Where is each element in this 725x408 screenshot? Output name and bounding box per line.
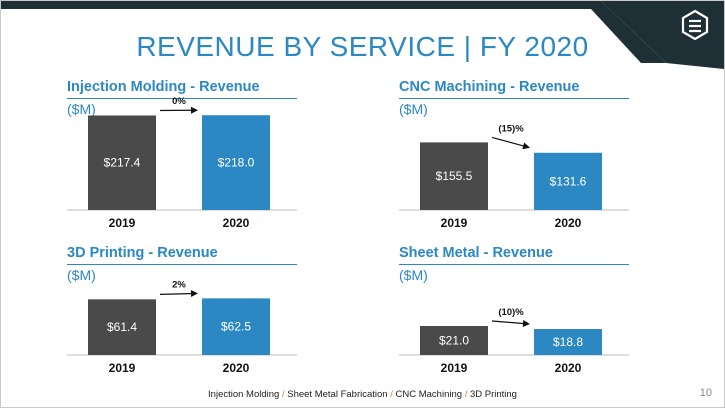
data-label: $155.5	[436, 169, 473, 183]
chart-title: CNC Machining - Revenue	[399, 79, 580, 95]
change-label: (10)%	[498, 307, 524, 318]
x-tick-label: 2019	[441, 361, 468, 375]
chart-unit-label: ($M)	[399, 101, 428, 117]
change-arrow-head	[190, 106, 198, 114]
x-tick-label: 2019	[109, 216, 136, 230]
chart-plot: $21.0 2019 $18.8 2020 (10)%	[399, 307, 629, 375]
change-arrow-head	[522, 142, 530, 150]
x-tick-label: 2020	[223, 361, 250, 375]
title-rule	[399, 264, 629, 265]
chart-sheet-metal: Sheet Metal - Revenue ($M) $21.0 2019 $18.…	[399, 245, 629, 405]
x-tick-label: 2020	[555, 361, 582, 375]
bar-2019	[88, 115, 156, 210]
title-rule	[67, 264, 297, 265]
bar-2020	[534, 329, 602, 355]
chart-unit-label: ($M)	[399, 267, 428, 283]
data-label: $131.6	[550, 174, 587, 188]
x-tick-label: 2020	[223, 216, 250, 230]
header-band	[1, 1, 724, 69]
data-label: $218.0	[218, 156, 255, 170]
data-label: $217.4	[104, 156, 141, 170]
change-arrow-head	[190, 290, 198, 298]
chart-plot: $155.5 2019 $131.6 2020 (15)%	[399, 123, 629, 230]
change-label: 0%	[172, 96, 186, 107]
header-band-white	[1, 9, 641, 63]
change-label: (15)%	[498, 123, 524, 134]
chart-cnc-machining: CNC Machining - Revenue ($M) $155.5 2019 $…	[399, 79, 629, 239]
footer-separator: /	[281, 389, 285, 400]
logo-icon	[681, 9, 709, 41]
bar-2020	[202, 115, 270, 210]
chart-unit-label: ($M)	[67, 101, 96, 117]
page-number: 10	[699, 387, 712, 399]
footer-separator: /	[464, 389, 468, 400]
change-label: 2%	[172, 279, 186, 290]
change-arrow-line	[491, 320, 527, 325]
chart-3d-printing: 3D Printing - Revenue ($M) $61.4 2019 $62.…	[67, 245, 297, 405]
header-band-teal	[601, 1, 724, 69]
bar-2020	[534, 152, 602, 210]
bar-2019	[88, 299, 156, 355]
change-arrow-head	[522, 319, 530, 327]
chart-title: Injection Molding - Revenue	[67, 79, 260, 95]
chart-title: 3D Printing - Revenue	[67, 245, 218, 261]
title-rule	[67, 98, 297, 99]
chart-injection-molding: Injection Molding - Revenue ($M) $217.4 2…	[67, 79, 297, 239]
data-label: $21.0	[439, 334, 469, 348]
chart-plot: $217.4 2019 $218.0 2020 0%	[67, 96, 297, 230]
footer-item: Sheet Metal Fabrication	[287, 389, 388, 400]
page-title: REVENUE BY SERVICE | FY 2020	[136, 31, 589, 62]
change-arrow-line	[159, 292, 195, 295]
chart-plot: $61.4 2019 $62.5 2020 2%	[67, 279, 297, 375]
x-tick-label: 2019	[109, 361, 136, 375]
data-label: $18.8	[553, 335, 583, 349]
change-arrow-line	[491, 136, 527, 148]
x-tick-label: 2020	[555, 216, 582, 230]
bar-2020	[202, 298, 270, 355]
bar-2019	[420, 142, 488, 210]
data-label: $61.4	[107, 320, 137, 334]
footer-separator: /	[390, 389, 393, 400]
footer-item: CNC Machining	[395, 389, 463, 400]
footer-service-list: Injection Molding / Sheet Metal Fabricat…	[1, 389, 724, 400]
title-rule	[399, 98, 629, 99]
chart-title: Sheet Metal - Revenue	[399, 245, 553, 261]
x-tick-label: 2019	[441, 216, 468, 230]
data-label: $62.5	[221, 320, 251, 334]
bar-2019	[420, 326, 488, 355]
footer-item: Injection Molding	[208, 389, 280, 400]
chart-unit-label: ($M)	[67, 267, 96, 283]
footer-item: 3D Printing	[469, 389, 517, 400]
